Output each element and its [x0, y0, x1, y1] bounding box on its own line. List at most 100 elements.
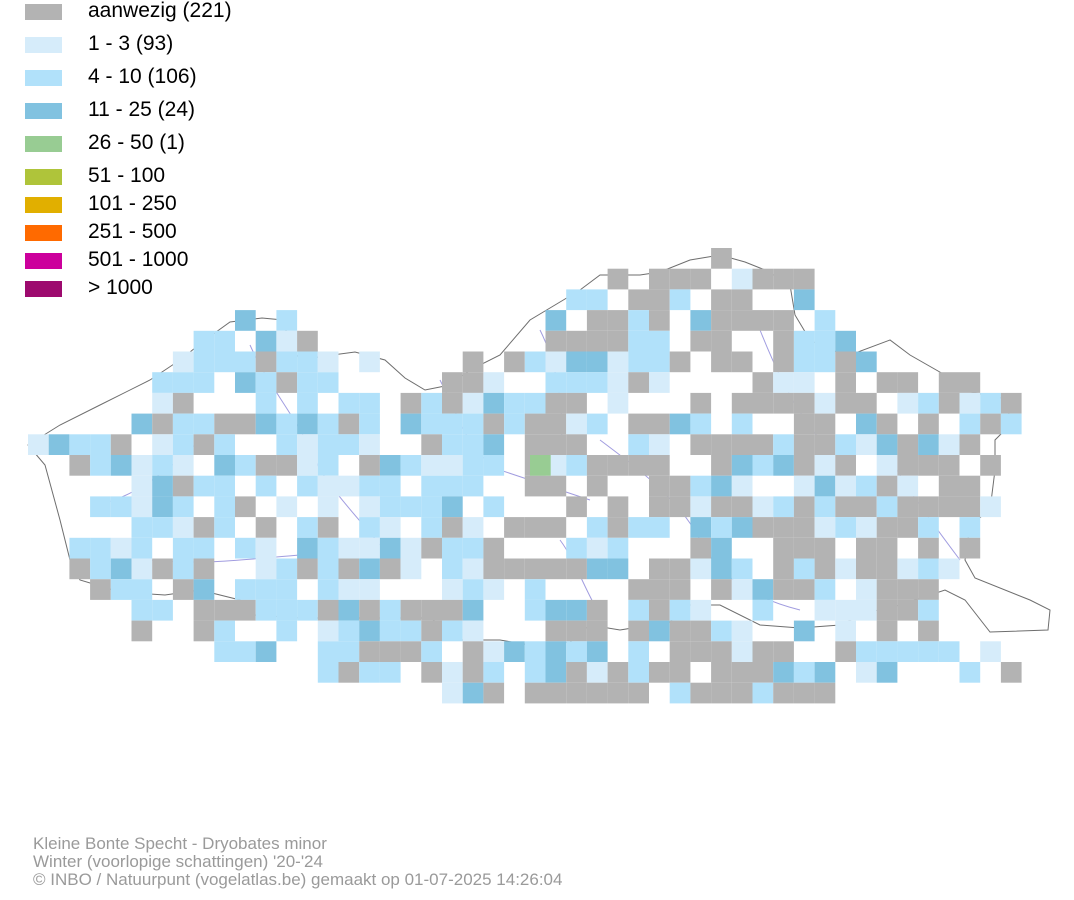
grid-cell — [711, 496, 732, 518]
grid-cell — [876, 579, 898, 600]
grid-cell — [918, 558, 939, 580]
grid-cell — [628, 620, 649, 642]
grid-cell — [649, 475, 670, 497]
grid-cell — [649, 579, 670, 600]
grid-cell — [317, 475, 339, 497]
grid-cell — [711, 620, 732, 642]
grid-cell — [193, 537, 215, 559]
grid-cell — [586, 662, 608, 683]
grid-cell — [297, 392, 318, 414]
grid-cell — [421, 475, 442, 497]
caption-period: Winter (voorlopige schattingen) '20-'24 — [33, 852, 323, 871]
grid-cell — [607, 682, 629, 704]
grid-cell — [649, 496, 670, 518]
grid-cell — [669, 268, 691, 290]
grid-cell — [649, 599, 670, 621]
grid-cell — [566, 330, 587, 352]
grid-cell — [524, 413, 546, 435]
grid-cell — [1000, 392, 1022, 414]
grid-cell — [566, 496, 587, 518]
grid-cell — [938, 475, 960, 497]
grid-cell — [793, 662, 815, 683]
grid-cell — [172, 579, 194, 600]
grid-cell — [773, 330, 794, 352]
legend-label: 101 - 250 — [88, 192, 177, 215]
grid-cell — [48, 434, 70, 455]
grid-cell — [379, 662, 401, 683]
grid-cell — [193, 351, 215, 373]
grid-cell — [359, 455, 380, 476]
grid-cell — [317, 537, 339, 559]
grid-cell — [876, 475, 898, 497]
grid-cell — [586, 310, 608, 331]
grid-cell — [545, 310, 567, 331]
grid-cell — [586, 289, 608, 311]
grid-cell — [131, 496, 153, 518]
grid-cell — [90, 496, 111, 518]
grid-cell — [421, 455, 442, 476]
grid-cell — [628, 641, 649, 662]
grid-cell — [711, 351, 732, 373]
grid-cell — [918, 599, 939, 621]
grid-cell — [773, 579, 794, 600]
grid-cell — [504, 351, 525, 373]
grid-cell — [649, 268, 670, 290]
grid-cell — [731, 413, 753, 435]
grid-cell — [297, 475, 318, 497]
grid-cell — [649, 558, 670, 580]
grid-cell — [442, 475, 463, 497]
grid-cell — [649, 289, 670, 311]
grid-cell — [586, 330, 608, 352]
grid-cell — [649, 372, 670, 393]
grid-cell — [131, 579, 153, 600]
grid-cell — [731, 268, 753, 290]
grid-cell — [814, 537, 836, 559]
grid-cell — [856, 392, 877, 414]
grid-cell — [773, 662, 794, 683]
grid-cell — [276, 558, 298, 580]
caption-species: Kleine Bonte Specht - Dryobates minor — [33, 834, 327, 853]
grid-cell — [152, 496, 173, 518]
grid-cell — [856, 517, 877, 538]
grid-cell — [172, 537, 194, 559]
grid-cell — [131, 455, 153, 476]
grid-cell — [814, 455, 836, 476]
grid-cell — [255, 579, 277, 600]
grid-cell — [359, 558, 380, 580]
grid-cell — [897, 392, 919, 414]
grid-cell — [566, 620, 587, 642]
grid-cell — [566, 537, 587, 559]
grid-cell — [442, 579, 463, 600]
grid-cell — [152, 434, 173, 455]
grid-cell — [814, 475, 836, 497]
grid-cell — [876, 641, 898, 662]
grid-cell — [731, 579, 753, 600]
grid-cell — [214, 475, 235, 497]
grid-cell — [856, 413, 877, 435]
grid-cell — [628, 599, 649, 621]
grid-cell — [483, 496, 505, 518]
grid-cell — [379, 537, 401, 559]
grid-cell — [773, 392, 794, 414]
grid-cell — [938, 558, 960, 580]
grid-cell — [462, 620, 484, 642]
grid-cell — [400, 558, 422, 580]
grid-cell — [69, 434, 91, 455]
legend-item-4-10: 4 - 10 (106) — [25, 66, 325, 88]
grid-cell — [172, 517, 194, 538]
grid-cell — [214, 496, 235, 518]
grid-cell — [276, 496, 298, 518]
grid-cell — [400, 496, 422, 518]
grid-cell — [690, 599, 712, 621]
grid-cell — [731, 662, 753, 683]
grid-cell — [214, 351, 235, 373]
grid-cell — [649, 413, 670, 435]
grid-cell — [421, 517, 442, 538]
grid-cell — [214, 413, 235, 435]
grid-cell — [566, 392, 587, 414]
grid-cell — [359, 392, 380, 414]
grid-cell — [814, 310, 836, 331]
grid-cell — [462, 351, 484, 373]
grid-cell — [607, 662, 629, 683]
grid-cell — [462, 682, 484, 704]
